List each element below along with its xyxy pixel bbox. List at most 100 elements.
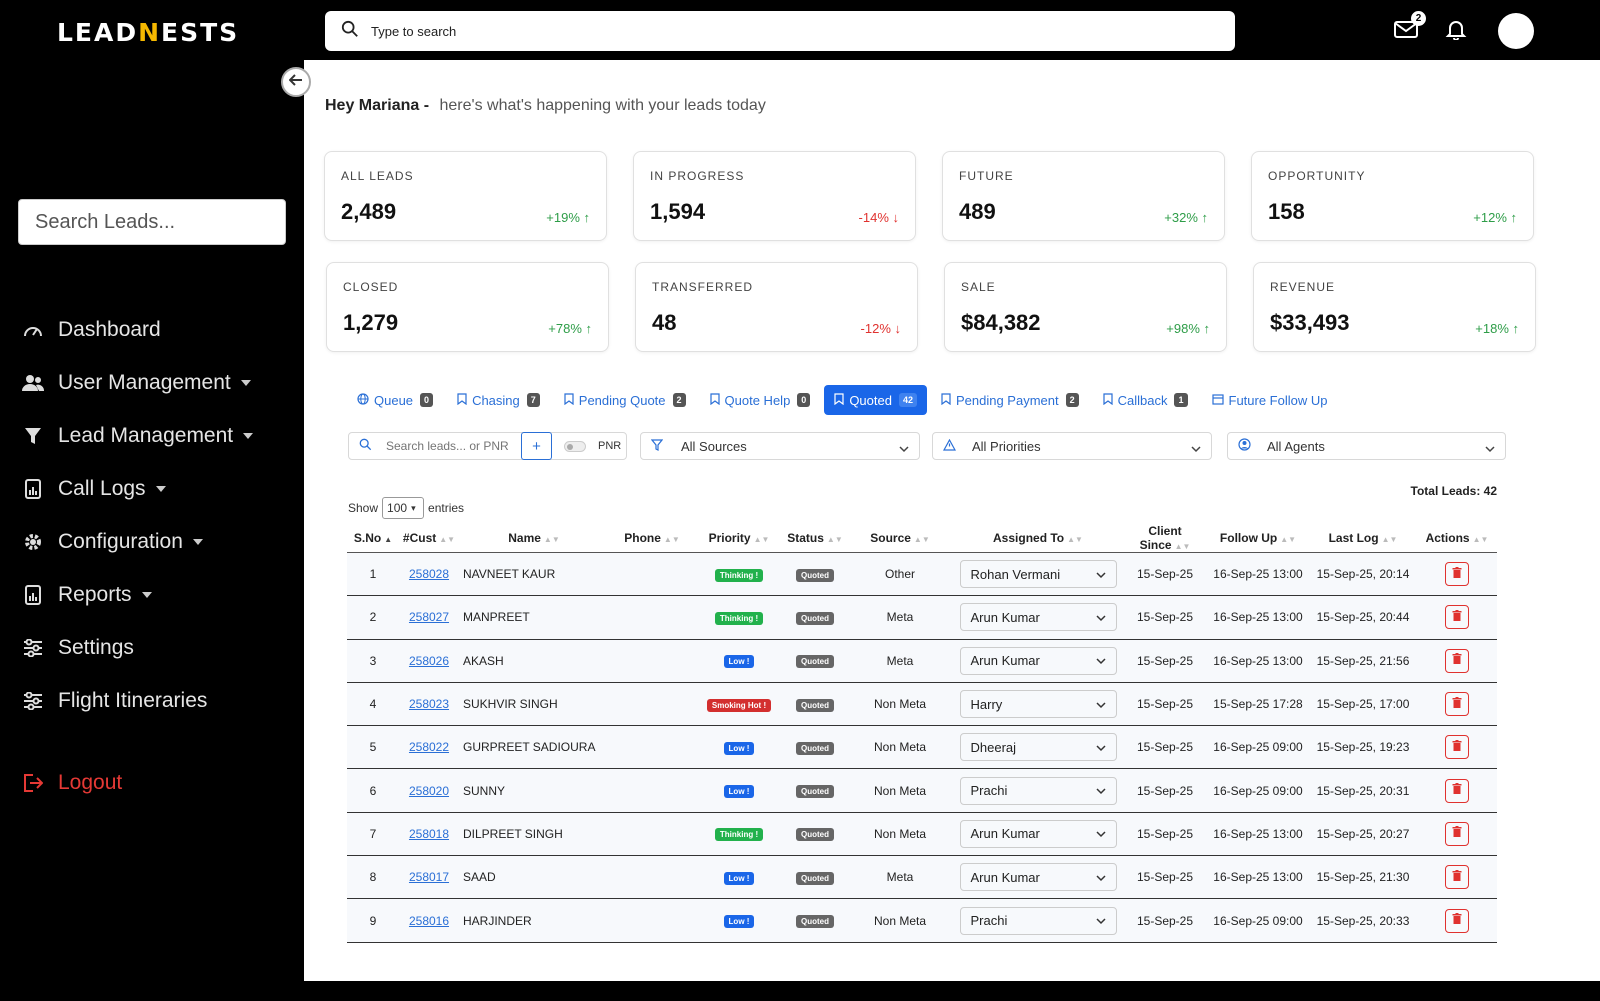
table-row[interactable]: 8 258017 SAAD Low ! Quoted Meta Arun Kum… bbox=[347, 855, 1497, 900]
add-lead-button[interactable]: + bbox=[521, 432, 552, 460]
sidebar-item-user-management[interactable]: User Management bbox=[22, 367, 292, 399]
tab-future-follow-up[interactable]: Future Follow Up bbox=[1202, 385, 1338, 415]
stat-card-revenue[interactable]: REVENUE $33,493 +18% ↑ bbox=[1253, 262, 1536, 352]
assigned-agent-select[interactable]: Harry bbox=[959, 690, 1117, 719]
stat-card-in-progress[interactable]: IN PROGRESS 1,594 -14% ↓ bbox=[633, 151, 916, 241]
tab-pending-payment[interactable]: Pending Payment 2 bbox=[931, 385, 1089, 415]
table-row[interactable]: 3 258026 AKASH Low ! Quoted Meta Arun Ku… bbox=[347, 639, 1497, 683]
page-size-select[interactable]: 100 ▾ bbox=[382, 497, 425, 519]
sidebar-item-logout[interactable]: Logout bbox=[22, 767, 292, 799]
sidebar-collapse-button[interactable] bbox=[281, 67, 311, 97]
global-search-input[interactable] bbox=[371, 23, 1171, 39]
delete-button[interactable] bbox=[1445, 692, 1469, 717]
col-header-label: Phone bbox=[624, 531, 661, 545]
stat-card-all-leads[interactable]: ALL LEADS 2,489 +19% ↑ bbox=[324, 151, 607, 241]
assigned-agent-select[interactable]: Arun Kumar bbox=[959, 603, 1117, 632]
customer-link[interactable]: 258026 bbox=[408, 653, 450, 668]
assigned-agent-select[interactable]: Arun Kumar bbox=[959, 646, 1117, 675]
col-header-sno[interactable]: S.No ▲ bbox=[347, 524, 399, 553]
stat-card-transferred[interactable]: TRANSFERRED 48 -12% ↓ bbox=[635, 262, 918, 352]
cell-cust[interactable]: 258020 bbox=[399, 768, 459, 813]
lead-search-input[interactable] bbox=[386, 439, 521, 453]
table-row[interactable]: 5 258022 GURPREET SADIOURA Low ! Quoted … bbox=[347, 725, 1497, 770]
delete-button[interactable] bbox=[1445, 562, 1469, 587]
col-header-cust[interactable]: #Cust ▲▼ bbox=[399, 524, 459, 553]
table-row[interactable]: 9 258016 HARJINDER Low ! Quoted Non Meta… bbox=[347, 898, 1497, 943]
assigned-agent-select[interactable]: Prachi bbox=[959, 906, 1117, 935]
delete-button[interactable] bbox=[1445, 865, 1469, 890]
priorities-select[interactable]: All Priorities bbox=[932, 432, 1212, 460]
cell-cust[interactable]: 258023 bbox=[399, 682, 459, 727]
customer-link[interactable]: 258017 bbox=[408, 870, 450, 885]
assigned-agent-select[interactable]: Dheeraj bbox=[959, 733, 1117, 762]
agents-select[interactable]: All Agents bbox=[1227, 432, 1506, 460]
customer-link[interactable]: 258016 bbox=[408, 913, 450, 928]
sidebar-item-dashboard[interactable]: Dashboard bbox=[22, 314, 292, 346]
cell-cust[interactable]: 258027 bbox=[399, 595, 459, 640]
assigned-agent-select[interactable]: Rohan Vermani bbox=[959, 560, 1117, 589]
sidebar-item-call-logs[interactable]: Call Logs bbox=[22, 473, 292, 505]
sidebar-item-settings[interactable]: Settings bbox=[22, 632, 292, 664]
customer-link[interactable]: 258022 bbox=[408, 740, 450, 755]
app-logo[interactable]: LEADNESTS bbox=[57, 18, 239, 47]
col-header-status[interactable]: Status ▲▼ bbox=[783, 524, 847, 553]
delete-button[interactable] bbox=[1445, 648, 1469, 673]
tab-pending-quote[interactable]: Pending Quote 2 bbox=[554, 385, 696, 415]
cell-cust[interactable]: 258022 bbox=[399, 725, 459, 770]
delete-button[interactable] bbox=[1445, 778, 1469, 803]
stat-card-opportunity[interactable]: OPPORTUNITY 158 +12% ↑ bbox=[1251, 151, 1534, 241]
customer-link[interactable]: 258027 bbox=[408, 610, 450, 625]
col-header-source[interactable]: Source ▲▼ bbox=[847, 524, 953, 553]
assigned-agent-select[interactable]: Prachi bbox=[959, 776, 1117, 805]
sidebar-item-reports[interactable]: Reports bbox=[22, 579, 292, 611]
sources-select[interactable]: All Sources bbox=[640, 432, 920, 460]
mail-button[interactable]: 2 bbox=[1392, 11, 1426, 45]
cell-cust[interactable]: 258016 bbox=[399, 898, 459, 943]
cell-cust[interactable]: 258026 bbox=[399, 639, 459, 683]
col-header-phone[interactable]: Phone ▲▼ bbox=[609, 524, 695, 553]
stat-card-future[interactable]: FUTURE 489 +32% ↑ bbox=[942, 151, 1225, 241]
table-row[interactable]: 1 258028 NAVNEET KAUR Thinking ! Quoted … bbox=[347, 552, 1497, 597]
cell-cust[interactable]: 258017 bbox=[399, 855, 459, 900]
tab-quoted[interactable]: Quoted 42 bbox=[824, 385, 927, 415]
sidebar-search-input[interactable] bbox=[18, 199, 286, 245]
table-row[interactable]: 4 258023 SUKHVIR SINGH Smoking Hot ! Quo… bbox=[347, 682, 1497, 727]
customer-link[interactable]: 258023 bbox=[408, 697, 450, 712]
table-row[interactable]: 2 258027 MANPREET Thinking ! Quoted Meta… bbox=[347, 595, 1497, 640]
tab-queue[interactable]: Queue 0 bbox=[347, 385, 443, 415]
pnr-toggle[interactable] bbox=[564, 440, 586, 452]
notifications-button[interactable] bbox=[1442, 17, 1470, 45]
sidebar-item-flight-itineraries[interactable]: Flight Itineraries bbox=[22, 685, 292, 717]
customer-link[interactable]: 258020 bbox=[408, 783, 450, 798]
tab-callback[interactable]: Callback 1 bbox=[1093, 385, 1198, 415]
sidebar-item-lead-management[interactable]: Lead Management bbox=[22, 420, 292, 452]
col-header-priority[interactable]: Priority ▲▼ bbox=[695, 524, 783, 553]
global-search-bar[interactable] bbox=[325, 11, 1235, 51]
col-header-client-since[interactable]: Client Since ▲▼ bbox=[1123, 524, 1207, 553]
user-avatar[interactable] bbox=[1498, 13, 1534, 49]
warning-icon bbox=[942, 438, 957, 454]
col-header-follow-up[interactable]: Follow Up ▲▼ bbox=[1207, 524, 1309, 553]
customer-link[interactable]: 258028 bbox=[408, 567, 450, 582]
sidebar-item-label: Settings bbox=[58, 636, 134, 659]
assigned-agent-select[interactable]: Arun Kumar bbox=[959, 819, 1117, 848]
sidebar-item-configuration[interactable]: Configuration bbox=[22, 526, 292, 558]
priority-badge: Low ! bbox=[723, 741, 755, 755]
col-header-last-log[interactable]: Last Log ▲▼ bbox=[1309, 524, 1417, 553]
table-row[interactable]: 6 258020 SUNNY Low ! Quoted Non Meta Pra… bbox=[347, 768, 1497, 813]
stat-card-closed[interactable]: CLOSED 1,279 +78% ↑ bbox=[326, 262, 609, 352]
stat-card-sale[interactable]: SALE $84,382 +98% ↑ bbox=[944, 262, 1227, 352]
table-row[interactable]: 7 258018 DILPREET SINGH Thinking ! Quote… bbox=[347, 812, 1497, 857]
tab-chasing[interactable]: Chasing 7 bbox=[447, 385, 550, 415]
delete-button[interactable] bbox=[1445, 605, 1469, 630]
cell-cust[interactable]: 258018 bbox=[399, 812, 459, 857]
cell-cust[interactable]: 258028 bbox=[399, 552, 459, 597]
delete-button[interactable] bbox=[1445, 908, 1469, 933]
col-header-assigned-to[interactable]: Assigned To ▲▼ bbox=[953, 524, 1123, 553]
delete-button[interactable] bbox=[1445, 821, 1469, 846]
assigned-agent-select[interactable]: Arun Kumar bbox=[959, 863, 1117, 892]
delete-button[interactable] bbox=[1445, 735, 1469, 760]
customer-link[interactable]: 258018 bbox=[408, 826, 450, 841]
tab-quote-help[interactable]: Quote Help 0 bbox=[700, 385, 821, 415]
col-header-name[interactable]: Name ▲▼ bbox=[459, 524, 609, 553]
